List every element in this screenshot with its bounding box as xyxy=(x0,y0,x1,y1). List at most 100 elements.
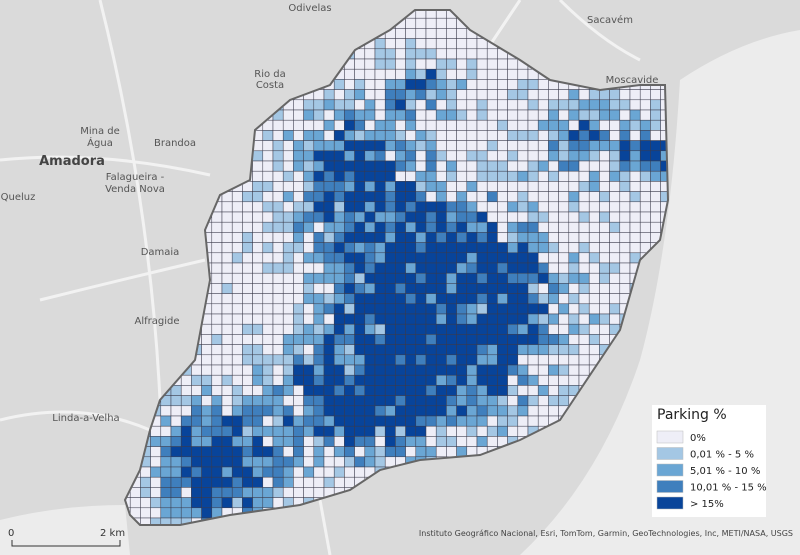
grid-cell xyxy=(313,344,325,356)
grid-cell xyxy=(650,191,661,203)
grid-cell xyxy=(242,262,253,274)
scale-bar: 0 2 km xyxy=(8,528,125,547)
grid-cell xyxy=(456,323,468,335)
grid-cell xyxy=(333,323,345,335)
grid-cell xyxy=(548,344,559,356)
grid-cell xyxy=(527,364,539,376)
grid-cell xyxy=(639,130,651,141)
grid-cell xyxy=(323,252,335,264)
grid-cell xyxy=(211,487,223,498)
grid-cell xyxy=(293,262,304,274)
grid-cell xyxy=(262,252,274,264)
grid-cell xyxy=(191,405,202,417)
grid-cell xyxy=(435,109,447,121)
grid-cell xyxy=(272,191,284,203)
grid-cell xyxy=(140,466,151,478)
grid-cell xyxy=(170,497,182,509)
grid-cell xyxy=(170,415,182,427)
grid-cell xyxy=(313,293,325,305)
grid-cell xyxy=(282,487,294,498)
grid-cell xyxy=(211,211,223,223)
grid-cell xyxy=(374,160,386,172)
grid-cell xyxy=(558,283,570,294)
grid-cell xyxy=(568,201,580,213)
grid-cell xyxy=(415,119,427,131)
grid-cell xyxy=(619,232,631,243)
grid-cell xyxy=(374,89,386,101)
grid-cell xyxy=(354,130,366,141)
grid-cell xyxy=(568,191,580,203)
grid-cell xyxy=(639,140,651,152)
grid-cell xyxy=(527,160,539,172)
grid-cell xyxy=(527,89,539,101)
grid-cell xyxy=(333,415,345,427)
grid-cell xyxy=(272,262,284,274)
grid-cell xyxy=(425,272,437,284)
grid-cell xyxy=(211,364,223,376)
grid-cell xyxy=(364,58,376,70)
grid-cell xyxy=(313,395,325,407)
grid-cell xyxy=(344,89,355,101)
grid-cell xyxy=(323,323,335,335)
grid-cell xyxy=(211,405,223,417)
grid-cell xyxy=(395,364,406,376)
grid-cell xyxy=(415,130,427,141)
grid-cell xyxy=(354,405,366,417)
grid-cell xyxy=(476,191,488,203)
grid-cell xyxy=(170,395,182,407)
grid-cell xyxy=(150,476,162,488)
grid-cell xyxy=(650,109,661,121)
grid-cell xyxy=(211,446,223,458)
grid-cell xyxy=(558,395,570,407)
grid-cell xyxy=(456,385,468,396)
grid-cell xyxy=(466,436,478,447)
grid-cell xyxy=(568,374,580,386)
grid-cell xyxy=(486,405,498,417)
grid-cell xyxy=(395,395,406,407)
grid-cell xyxy=(456,191,468,203)
grid-cell xyxy=(303,425,315,437)
grid-cell xyxy=(262,354,274,366)
grid-cell xyxy=(476,89,488,101)
grid-cell xyxy=(313,109,325,121)
grid-cell xyxy=(497,252,508,264)
grid-cell xyxy=(456,58,468,70)
grid-cell xyxy=(548,140,559,152)
grid-cell xyxy=(160,476,172,488)
grid-cell xyxy=(201,323,213,335)
grid-cell xyxy=(303,466,315,478)
grid-cell xyxy=(425,283,437,294)
grid-cell xyxy=(272,456,284,468)
grid-cell xyxy=(191,466,202,478)
grid-cell xyxy=(354,191,366,203)
grid-cell xyxy=(242,242,253,254)
grid-cell xyxy=(374,446,386,458)
grid-cell xyxy=(282,425,294,437)
grid-cell xyxy=(374,425,386,437)
grid-cell xyxy=(497,211,508,223)
grid-cell xyxy=(354,395,366,407)
grid-cell xyxy=(548,283,559,294)
grid-cell xyxy=(180,497,192,509)
grid-cell xyxy=(129,497,141,509)
grid-cell xyxy=(211,323,223,335)
grid-cell xyxy=(272,303,284,315)
grid-cell xyxy=(435,232,447,243)
grid-cell xyxy=(384,99,396,111)
grid-cell xyxy=(262,191,274,203)
grid-cell xyxy=(344,436,355,447)
grid-cell xyxy=(344,160,355,172)
grid-cell xyxy=(497,272,508,284)
grid-cell xyxy=(374,415,386,427)
grid-cell xyxy=(242,201,253,213)
grid-cell xyxy=(517,415,529,427)
grid-cell xyxy=(639,191,651,203)
grid-cell xyxy=(425,211,437,223)
grid-cell xyxy=(486,232,498,243)
grid-cell xyxy=(211,252,223,264)
grid-cell xyxy=(425,364,437,376)
grid-cell xyxy=(568,109,580,121)
grid-cell xyxy=(272,221,284,233)
grid-cell xyxy=(201,334,213,345)
grid-cell xyxy=(384,109,396,121)
